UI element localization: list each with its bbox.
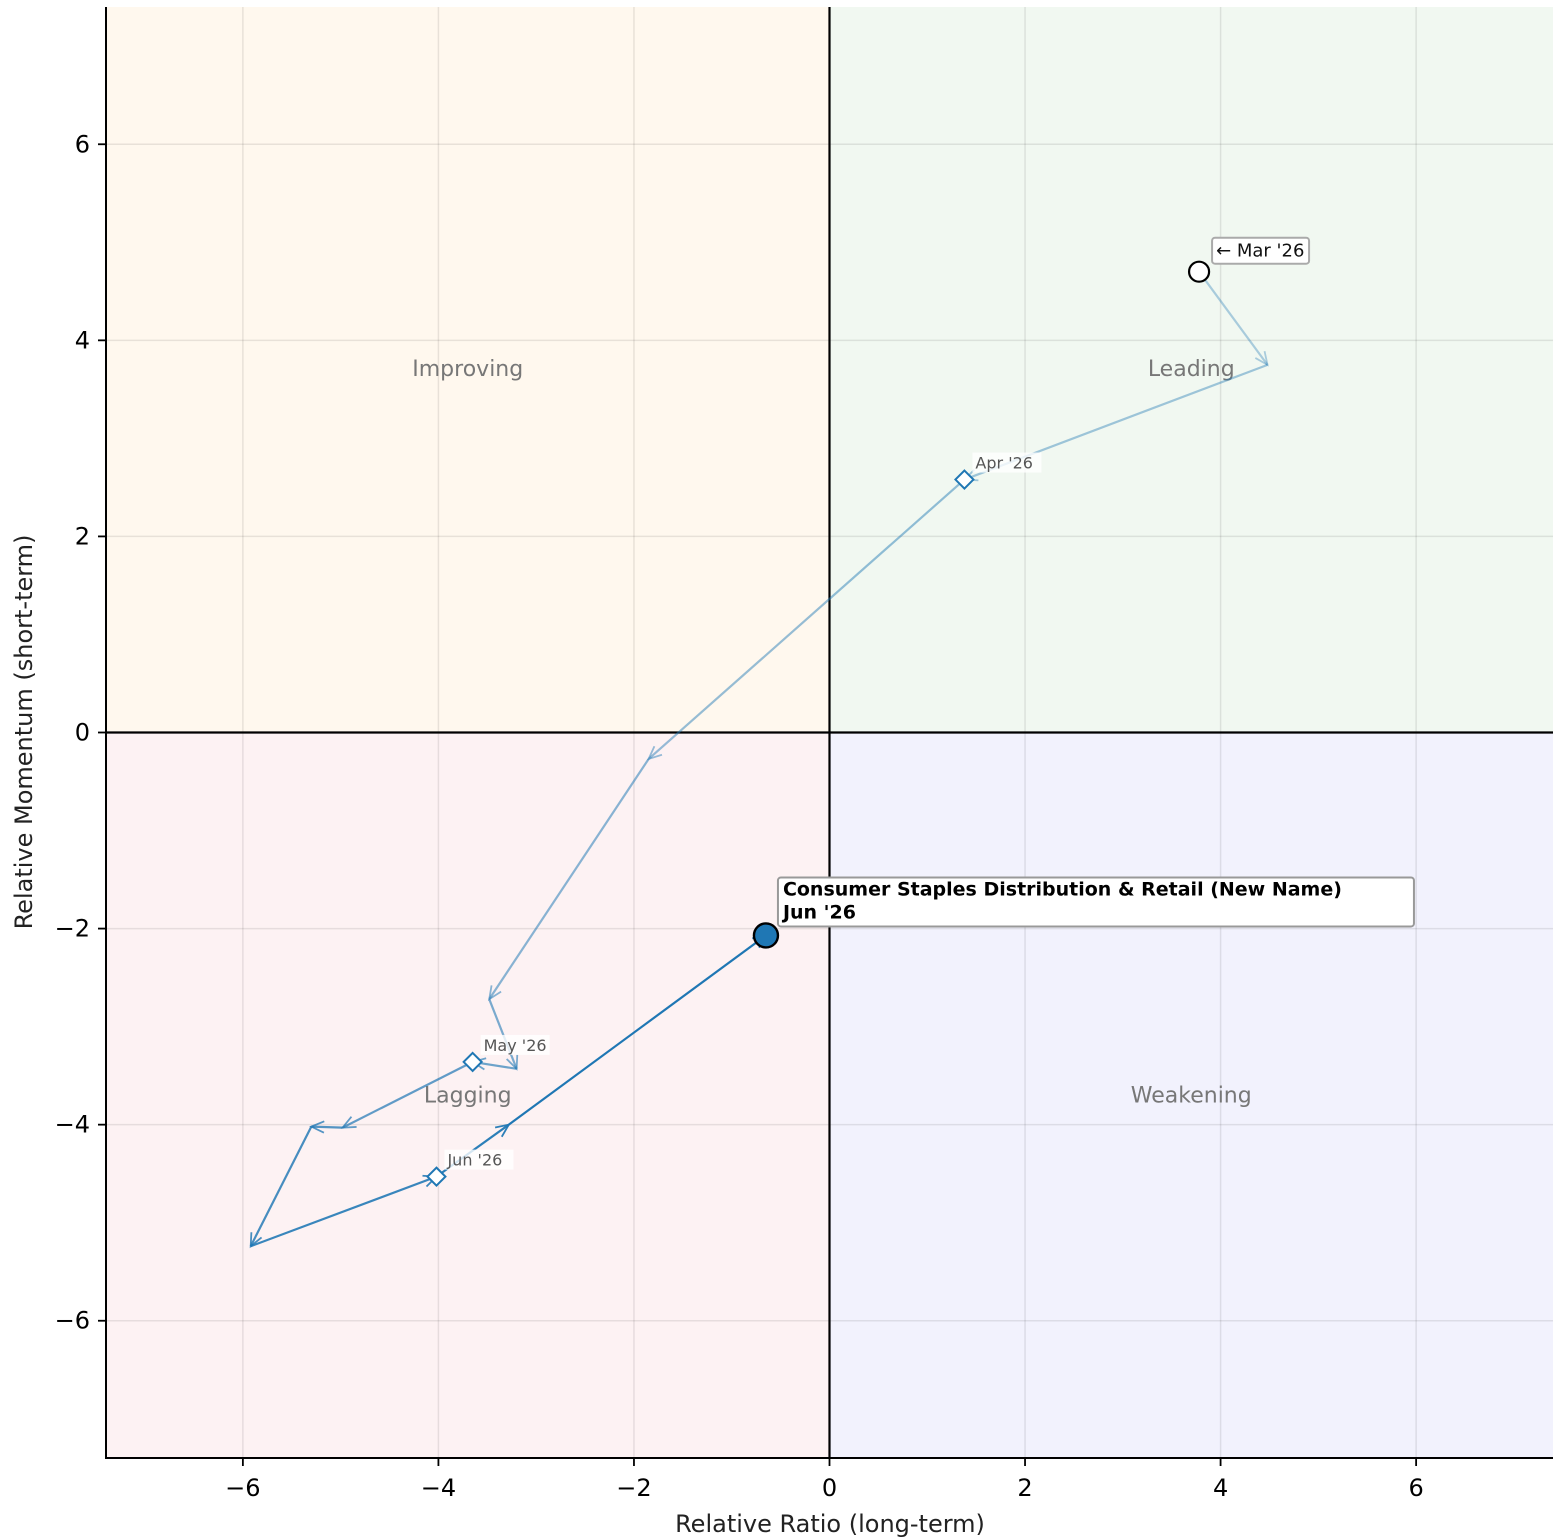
end-label-box xyxy=(776,876,1415,928)
quadrant-label-leading: Leading xyxy=(1148,357,1235,382)
month-marker-diamond xyxy=(954,469,975,490)
x-tick-label: 6 xyxy=(1408,1474,1423,1502)
axes: −6 −4 −2 0 2 4 6 −6 −4 −2 0 2 4 6 xyxy=(55,7,1553,1502)
x-tick-label: −6 xyxy=(225,1474,260,1502)
y-tick-label: 0 xyxy=(75,719,90,747)
month-label-bg xyxy=(444,1149,514,1170)
trail-segment xyxy=(250,1175,437,1248)
y-tick-label: −4 xyxy=(55,1111,90,1139)
month-label: May '26 xyxy=(484,1036,547,1055)
y-tick-label: −2 xyxy=(55,915,90,943)
start-label-box xyxy=(1211,236,1311,265)
trail-segment xyxy=(488,998,518,1070)
zero-axis-lines xyxy=(106,7,1553,1458)
end-label-name: Consumer Staples Distribution & Retail (… xyxy=(783,878,1342,900)
quadrant-labels: Improving Leading Lagging Weakening xyxy=(412,357,1251,1108)
x-tick-label: 2 xyxy=(1017,1474,1032,1502)
trail-segment xyxy=(249,1126,313,1247)
trail-segment xyxy=(1198,271,1269,366)
quadrant-lagging xyxy=(106,732,830,1458)
month-markers: Apr '26 May '26 Jun '26 xyxy=(426,452,1042,1188)
quadrant-label-lagging: Lagging xyxy=(424,1083,512,1108)
quadrant-improving xyxy=(106,7,830,733)
quadrant-label-improving: Improving xyxy=(412,357,523,382)
trail-segment xyxy=(647,478,966,760)
trail-segment xyxy=(311,1125,343,1129)
trail-segment xyxy=(488,758,650,1000)
x-tick-label: 4 xyxy=(1213,1474,1228,1502)
y-axis-label: Relative Momentum (short-term) xyxy=(10,535,38,930)
quadrant-leading xyxy=(829,7,1553,733)
y-tick-label: 4 xyxy=(75,326,90,354)
end-label-date: Jun '26 xyxy=(781,901,856,923)
x-tick-label: −2 xyxy=(616,1474,651,1502)
trail-arrowhead xyxy=(1254,350,1269,367)
y-tick-label: 2 xyxy=(75,522,90,550)
quadrant-backgrounds xyxy=(106,7,1553,1458)
month-marker-diamond xyxy=(426,1166,447,1188)
end-point-marker xyxy=(752,922,780,949)
quadrant-weakening xyxy=(829,732,1553,1458)
month-label: Jun '26 xyxy=(446,1151,502,1170)
start-label: ← Mar '26 xyxy=(1216,241,1304,262)
month-label-bg xyxy=(480,1034,550,1055)
y-tick-label: −6 xyxy=(55,1307,90,1335)
x-axis-label: Relative Ratio (long-term) xyxy=(675,1510,985,1538)
month-label: Apr '26 xyxy=(975,454,1033,473)
trail-segment xyxy=(342,1060,474,1129)
month-label-bg xyxy=(972,452,1042,473)
month-marker-diamond xyxy=(462,1051,484,1073)
y-tick-label: 6 xyxy=(75,130,90,158)
quadrant-label-weakening: Weakening xyxy=(1131,1083,1252,1108)
x-tick-label: −4 xyxy=(421,1474,456,1502)
trail-endpoints: ← Mar '26 Consumer Staples Distribution &… xyxy=(752,236,1415,949)
start-point-marker xyxy=(1187,260,1211,283)
x-tick-label: 0 xyxy=(822,1474,837,1502)
trail-segment xyxy=(508,934,767,1126)
